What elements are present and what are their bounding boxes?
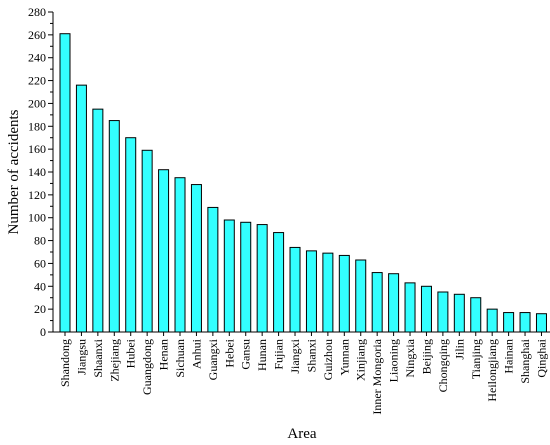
y-tick-label: 0 bbox=[40, 325, 46, 339]
bar-hunan bbox=[256, 224, 268, 333]
bar-hainan bbox=[503, 312, 515, 333]
x-tick-label: Beijing bbox=[419, 339, 433, 374]
y-tick-label: 260 bbox=[28, 28, 46, 42]
y-axis-title: Number of accidents bbox=[6, 109, 22, 234]
x-tick-label: Shandong bbox=[58, 339, 72, 387]
x-tick-label: Gansu bbox=[239, 339, 253, 370]
bar-jiangxi bbox=[289, 246, 301, 333]
x-ticks-group: Shandong Jiangsu Shaanxi Zhejiang Hubei Guang… bbox=[58, 332, 548, 415]
bar-ningxia bbox=[404, 282, 416, 333]
bars-group bbox=[59, 33, 547, 333]
x-tick-label: Yunnan bbox=[337, 339, 351, 376]
bar-inner-mongoria bbox=[371, 272, 383, 333]
bar-henan bbox=[158, 169, 170, 333]
y-tick-label: 280 bbox=[28, 5, 46, 19]
x-axis-title: Area bbox=[287, 426, 316, 442]
x-tick-label: Tianjing bbox=[469, 339, 483, 379]
bar-qinghai bbox=[535, 313, 547, 333]
bar-jilin bbox=[453, 293, 465, 333]
x-tick-label: Anhui bbox=[189, 338, 203, 369]
y-ticks-group: 0 20 40 60 80 100 120 140 160 180 200 220 240 260 280 bbox=[28, 5, 53, 339]
x-tick-label: Liaoning bbox=[387, 339, 401, 382]
bar-yunnan bbox=[338, 254, 350, 333]
y-tick-label: 40 bbox=[34, 279, 46, 293]
bar-tianjing bbox=[470, 297, 482, 333]
bar-beijing bbox=[420, 285, 432, 333]
y-tick-label: 100 bbox=[28, 211, 46, 225]
bar-hebei bbox=[223, 219, 235, 333]
y-tick-label: 80 bbox=[34, 234, 46, 248]
y-tick-label: 160 bbox=[28, 142, 46, 156]
x-tick-label: Hainan bbox=[502, 339, 516, 374]
x-tick-label: Jilin bbox=[452, 339, 466, 360]
x-tick-label: Jiangsu bbox=[74, 339, 88, 375]
x-tick-label: Shanxi bbox=[304, 338, 318, 372]
bar-shanghai bbox=[519, 312, 531, 333]
x-tick-label: Ningxia bbox=[403, 338, 417, 377]
bar-fujian bbox=[273, 232, 285, 333]
x-tick-label: Guangdong bbox=[140, 339, 154, 395]
x-tick-label: Xinjiang bbox=[354, 339, 368, 381]
x-tick-label: Hunan bbox=[255, 339, 269, 371]
bar-xinjiang bbox=[355, 259, 367, 333]
x-tick-label: Zhejiang bbox=[107, 339, 121, 382]
bar-shaanxi bbox=[92, 108, 104, 333]
bar-guangdong bbox=[141, 149, 153, 333]
x-tick-label: Guangxi bbox=[206, 338, 220, 380]
bar-anhui bbox=[190, 184, 202, 333]
x-tick-label: Sichuan bbox=[173, 339, 187, 378]
x-tick-label: Shanghai bbox=[518, 338, 532, 383]
y-tick-label: 200 bbox=[28, 96, 46, 110]
bar-guangxi bbox=[207, 206, 219, 333]
x-tick-label: Shaanxi bbox=[91, 338, 105, 377]
x-tick-label: Guizhou bbox=[321, 339, 335, 380]
x-tick-label: Chongqing bbox=[436, 339, 450, 392]
bar-gansu bbox=[240, 221, 252, 333]
x-tick-label: Henan bbox=[157, 339, 171, 370]
x-tick-label: Hubei bbox=[124, 338, 138, 368]
bar-guizhou bbox=[322, 252, 334, 333]
y-tick-label: 220 bbox=[28, 74, 46, 88]
y-tick-label: 180 bbox=[28, 119, 46, 133]
x-tick-label: Fujian bbox=[272, 339, 286, 370]
bar-zhejiang bbox=[108, 120, 120, 333]
y-tick-label: 240 bbox=[28, 51, 46, 65]
x-tick-label: Hebei bbox=[222, 338, 236, 367]
bar-chongqing bbox=[437, 291, 449, 333]
bar-heilongjiang bbox=[486, 308, 498, 333]
x-tick-label: Jiangxi bbox=[288, 338, 302, 373]
y-tick-label: 60 bbox=[34, 256, 46, 270]
y-tick-label: 20 bbox=[34, 302, 46, 316]
bar-shandong bbox=[59, 33, 71, 333]
x-tick-label: Heilongjiang bbox=[485, 339, 499, 402]
x-tick-label: Inner Mongoria bbox=[370, 338, 384, 414]
bar-sichuan bbox=[174, 177, 186, 333]
bar-liaoning bbox=[388, 273, 400, 333]
bar-shanxi bbox=[305, 250, 317, 333]
bar-jiangsu bbox=[75, 84, 87, 333]
x-tick-label: Qinghai bbox=[534, 338, 548, 377]
y-tick-label: 140 bbox=[28, 165, 46, 179]
y-tick-label: 120 bbox=[28, 188, 46, 202]
bar-hubei bbox=[125, 137, 137, 333]
